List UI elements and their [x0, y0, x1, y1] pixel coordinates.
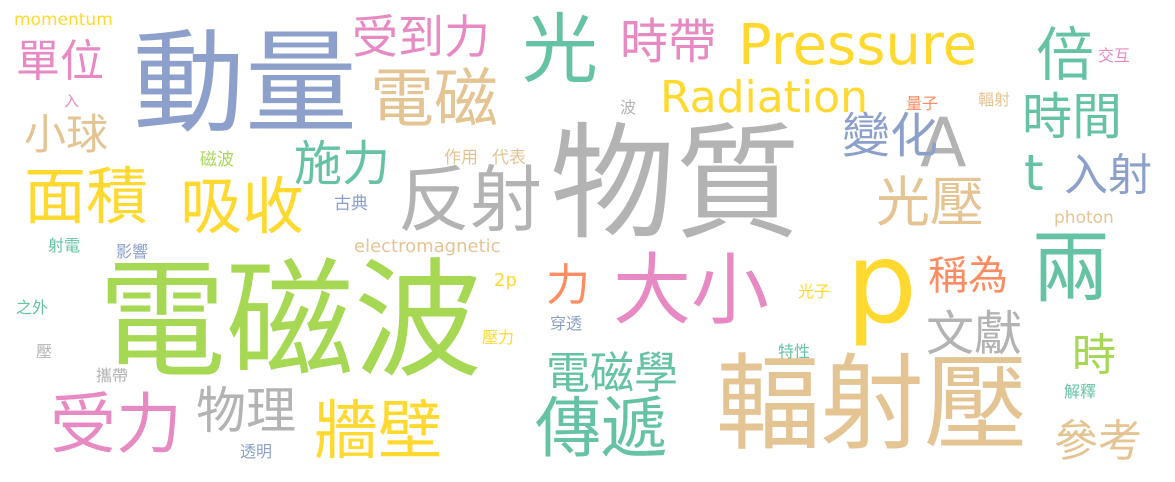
- word: 小球: [24, 110, 109, 159]
- word: 作用: [444, 148, 478, 168]
- word: 輻射: [978, 90, 1011, 109]
- word: 電磁: [370, 63, 498, 137]
- word: 牆壁: [314, 395, 442, 469]
- word: 電磁波: [98, 247, 483, 396]
- word: 反射: [398, 158, 543, 242]
- word: 傳遞: [535, 390, 667, 467]
- word: 壓力: [482, 328, 515, 347]
- word: Radiation: [660, 72, 868, 123]
- word: 光壓: [876, 171, 984, 234]
- word: 射電: [48, 236, 81, 255]
- word: 特性: [778, 342, 811, 361]
- word: 受力: [50, 386, 182, 463]
- word: 時: [1072, 330, 1116, 381]
- word: 透明: [240, 442, 273, 461]
- word: Pressure: [738, 13, 978, 78]
- word: 解釋: [1064, 382, 1097, 401]
- word: 2p: [494, 270, 517, 291]
- word: 磁波: [200, 150, 234, 170]
- word: 倍: [1036, 21, 1095, 89]
- word: 古典: [334, 194, 368, 214]
- word: 物理: [196, 382, 296, 440]
- word: 壓: [36, 342, 53, 361]
- word: p: [846, 219, 918, 349]
- word: 文獻: [926, 306, 1023, 362]
- word: 代表: [492, 148, 526, 168]
- word: 電磁學: [546, 348, 678, 399]
- word: 穿透: [550, 314, 583, 333]
- word: 參考: [1054, 416, 1142, 467]
- word: 量子: [906, 94, 939, 113]
- word: A: [920, 104, 967, 183]
- word: 單位: [16, 36, 104, 87]
- word: 變化: [842, 108, 939, 164]
- word: 入: [64, 92, 80, 110]
- word: 時間: [1022, 88, 1122, 146]
- word: 入射: [1064, 150, 1152, 201]
- word: 攜帶: [96, 366, 129, 385]
- word: 光: [522, 5, 598, 94]
- word: 面積: [24, 160, 149, 233]
- word: 兩: [1032, 224, 1111, 314]
- word: photon: [1054, 208, 1114, 228]
- word: 影響: [116, 242, 149, 261]
- word: 輻射壓: [716, 343, 1029, 465]
- word: 之外: [16, 298, 49, 317]
- word: 大小: [613, 246, 770, 336]
- word: 吸收: [180, 170, 305, 243]
- word: electromagnetic: [354, 236, 501, 257]
- word: t: [1024, 144, 1044, 202]
- word: 物質: [550, 112, 800, 257]
- word: momentum: [14, 10, 113, 30]
- word: 時帶: [620, 14, 717, 70]
- word: 力: [546, 260, 590, 311]
- word: 稱為: [928, 253, 1008, 299]
- word: 光子: [798, 282, 831, 301]
- word: 施力: [294, 136, 391, 192]
- word: 交互: [1098, 46, 1131, 65]
- word: 波: [620, 98, 637, 117]
- word: 動量: [133, 19, 357, 149]
- word: 受到力: [352, 10, 490, 64]
